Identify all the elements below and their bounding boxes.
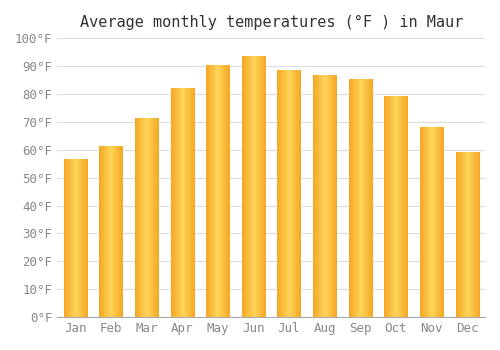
Title: Average monthly temperatures (°F ) in Maur: Average monthly temperatures (°F ) in Ma… bbox=[80, 15, 463, 30]
